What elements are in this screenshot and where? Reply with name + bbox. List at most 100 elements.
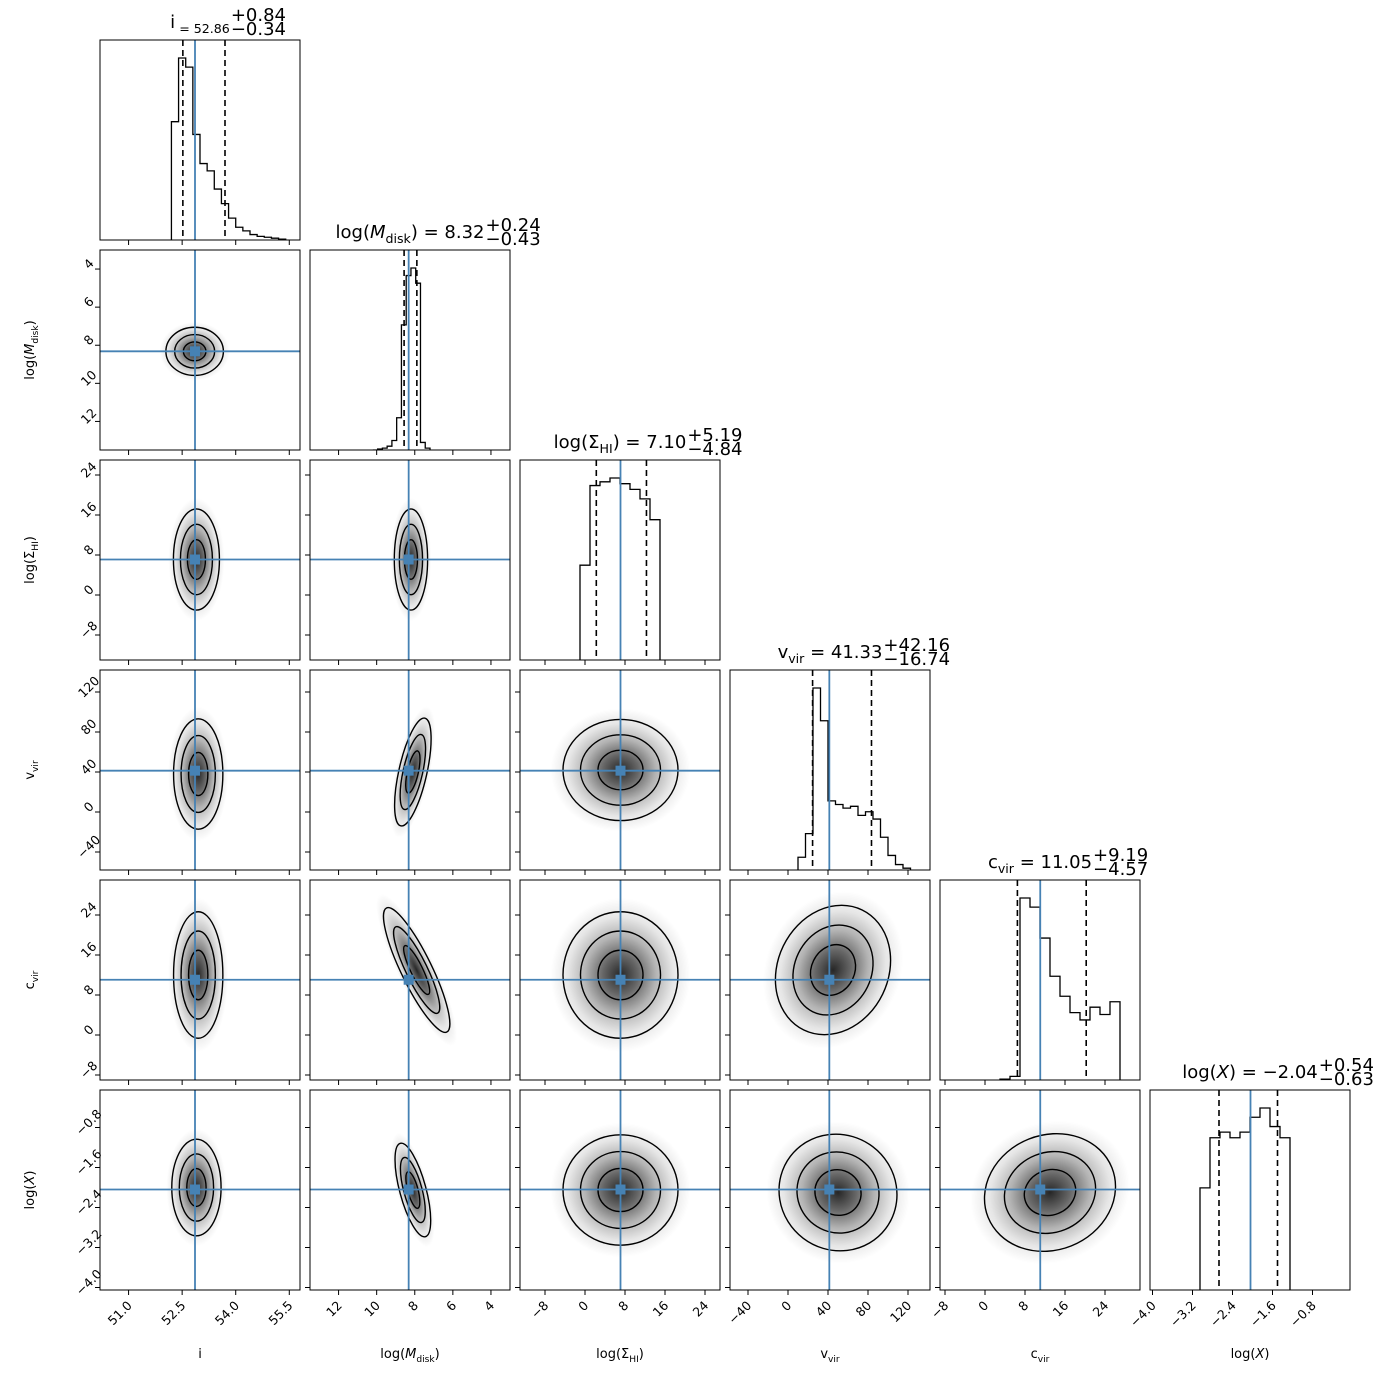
x-tick-label: −4.0 [1127, 1298, 1159, 1330]
joint-panel-logSigmaHI-vvir [515, 669, 721, 875]
panel-title-i: i = 52.86 [170, 12, 230, 36]
x-axis-label-i: i [198, 1347, 202, 1362]
x-tick-label: −8 [928, 1298, 952, 1322]
panel-frame [729, 879, 931, 1081]
contour-0 [402, 944, 431, 996]
panel-frame [99, 39, 301, 241]
joint-panel-logSigmaHI-cvir [515, 879, 721, 1085]
histogram-panel-logSigmaHI: log(ΣHI) = 7.10 +5.19−4.84 [519, 425, 743, 665]
y-tick-label: 16 [78, 499, 100, 521]
contour-0 [186, 1167, 207, 1208]
x-axis-label-logMdisk: log(Mdisk) [380, 1347, 440, 1365]
x-tick-label: 40 [813, 1298, 835, 1320]
x-axis-label-logX: log(X) [1231, 1347, 1270, 1362]
contour-1 [392, 925, 441, 1015]
y-tick-label: −8 [77, 1058, 101, 1082]
y-tick-label: 24 [78, 899, 100, 921]
panel-title-cvir: cvir = 11.05 [988, 852, 1092, 876]
panel-frame [309, 459, 511, 661]
contour-0 [814, 1168, 862, 1217]
err-plus: +0.54 [1319, 1055, 1374, 1076]
panel-frame [519, 669, 721, 871]
joint-panel-cvir-logX: −8 0 8 16 24 [928, 1089, 1141, 1322]
panel-frame [939, 879, 1141, 1081]
truth-marker [403, 1184, 414, 1195]
err-minus: −4.57 [1093, 859, 1148, 880]
contour-2 [172, 911, 224, 1039]
panel-frame [99, 249, 301, 451]
x-tick-label: 80 [853, 1298, 875, 1320]
truth-marker [403, 554, 414, 565]
joint-panel-logSigmaHI-logX: −8 0 8 16 24 [515, 1089, 721, 1321]
joint-panel-vvir-cvir [725, 879, 931, 1085]
x-tick-label: 8 [405, 1298, 421, 1314]
joint-panel-logMdisk-vvir [305, 669, 511, 875]
y-tick-label: 16 [78, 939, 100, 961]
x-tick-label: 0 [975, 1298, 991, 1314]
y-tick-label: 0 [80, 582, 96, 598]
density-shading [766, 1121, 910, 1264]
panel-frame [309, 669, 511, 871]
x-axis-label-logSigmaHI: log(ΣHI) [596, 1347, 644, 1365]
x-tick-label: 8 [615, 1298, 631, 1314]
x-tick-label: 12 [323, 1298, 345, 1320]
x-tick-label: 24 [690, 1298, 712, 1320]
joint-panel-i-logMdisk: 4 6 8 10 12 [78, 249, 301, 455]
histogram-panel-logX: log(X) = −2.04 +0.54−0.63 −4.0 −3.2 −2.4 −1.6… [1127, 1055, 1374, 1330]
y-tick-label: 4 [80, 256, 96, 272]
y-tick-label: 6 [80, 294, 96, 310]
joint-panel-i-logSigmaHI: −8 0 8 16 24 [77, 459, 301, 665]
panel-frame [99, 879, 301, 1081]
truth-marker [403, 974, 414, 985]
histogram-steps [372, 267, 431, 450]
err-plus: +9.19 [1093, 845, 1148, 866]
panel-title-logMdisk: log(Mdisk) = 8.32 [336, 222, 485, 246]
panel-frame [309, 1089, 511, 1291]
x-tick-label: 16 [1050, 1298, 1072, 1320]
histogram-steps [1199, 1107, 1291, 1290]
y-tick-label: 8 [80, 332, 96, 348]
panel-frame [309, 879, 511, 1081]
x-tick-label: −40 [725, 1298, 754, 1327]
x-tick-label: 55.5 [265, 1298, 295, 1328]
joint-panel-vvir-logX: −40 0 40 80 120 [725, 1089, 931, 1327]
y-tick-label: 40 [78, 756, 100, 778]
contour-1 [178, 1153, 215, 1222]
histogram-panel-logMdisk: log(Mdisk) = 8.32 +0.24−0.43 [309, 215, 541, 455]
contour-2 [172, 718, 224, 830]
joint-panel-logMdisk-logX: 12 10 8 6 4 [305, 1089, 511, 1320]
contour-1 [180, 734, 217, 814]
y-axis-label-cvir: cvir [23, 970, 41, 989]
truth-marker [615, 765, 626, 776]
contour-2 [983, 1132, 1117, 1253]
contour-1 [792, 924, 874, 1016]
truth-marker [190, 554, 200, 565]
x-tick-label: 24 [1090, 1298, 1112, 1320]
truth-marker [615, 974, 626, 985]
contour-0 [187, 949, 209, 1001]
y-tick-label: 8 [80, 542, 96, 558]
x-tick-label: 0 [778, 1298, 794, 1314]
y-tick-label: 24 [78, 459, 100, 481]
y-tick-label: 8 [80, 982, 96, 998]
panel-frame [519, 459, 721, 661]
err-plus: +42.16 [883, 635, 950, 656]
truth-marker [190, 346, 200, 357]
x-tick-label: −2.4 [1207, 1298, 1239, 1330]
x-tick-label: 16 [650, 1298, 672, 1320]
y-axis-label-logMdisk: log(Mdisk) [23, 320, 41, 380]
x-tick-label: 4 [481, 1298, 497, 1314]
histogram-panel-i: i = 52.86+0.84−0.34 [99, 5, 301, 245]
x-tick-label: 51.0 [105, 1298, 135, 1328]
y-axis-label-logX: log(X) [23, 1171, 38, 1210]
contour-1 [1003, 1150, 1097, 1235]
contour-2 [778, 1133, 898, 1252]
y-tick-label: 12 [78, 405, 100, 427]
panel-frame [729, 1089, 931, 1291]
truth-marker [615, 1184, 626, 1195]
x-axis-label-vvir: vvir [820, 1347, 840, 1365]
panel-frame [99, 1089, 301, 1291]
truth-marker [190, 974, 200, 985]
y-tick-label: −8 [77, 618, 101, 642]
panel-title-logX: log(X) = −2.04 [1182, 1062, 1318, 1083]
